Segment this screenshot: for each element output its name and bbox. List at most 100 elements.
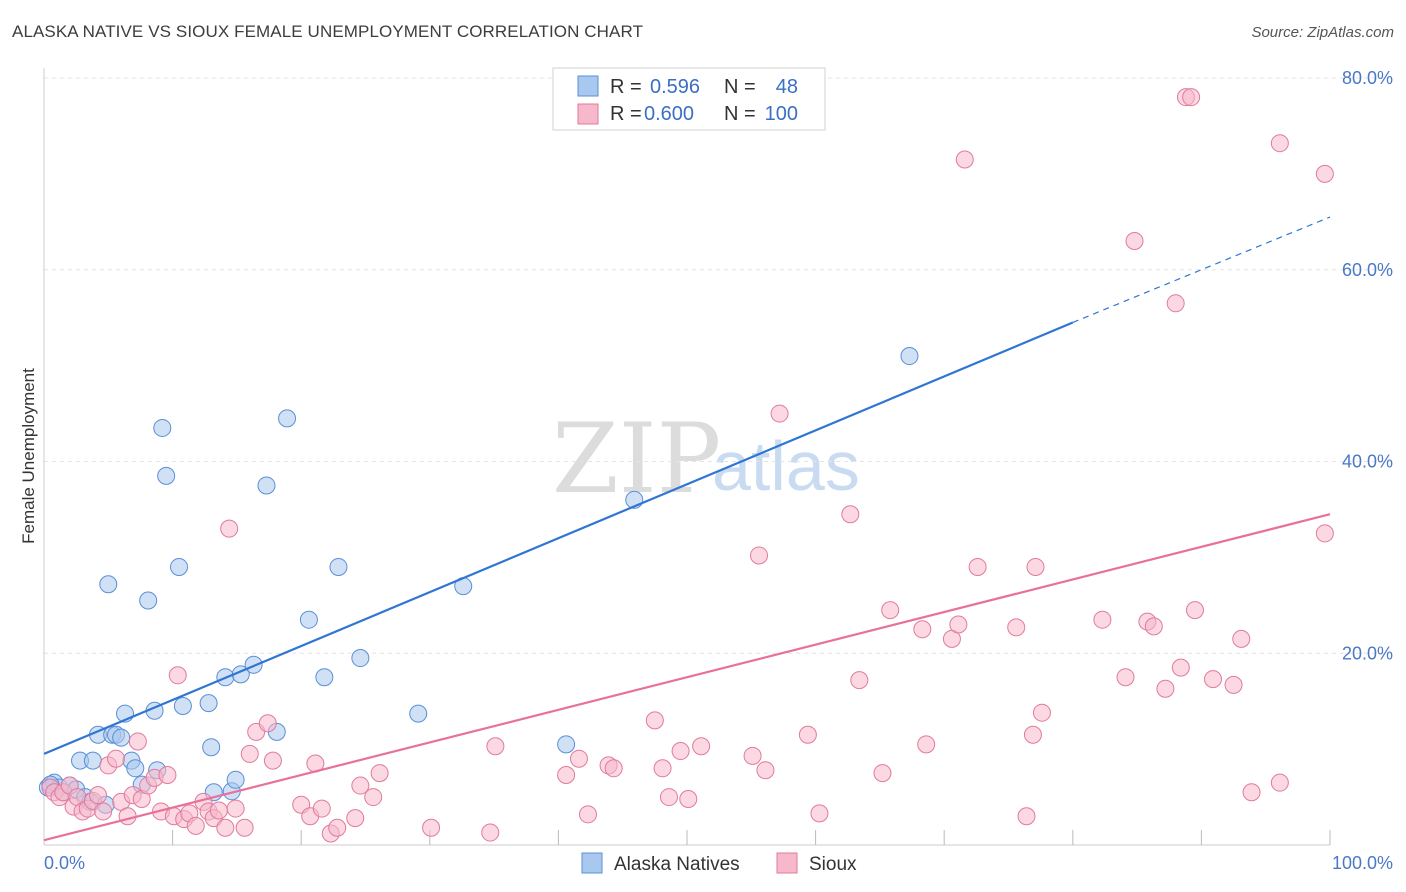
watermark-atlas: atlas: [712, 427, 860, 505]
sioux-point: [486, 737, 505, 756]
sioux-point: [235, 818, 254, 837]
alaska-native-point: [153, 418, 172, 437]
legend-r-value: 0.600: [644, 103, 694, 125]
legend-n-label: N =: [724, 76, 756, 98]
alaska-native-point: [126, 759, 145, 778]
alaska-native-point: [173, 696, 192, 715]
sioux-point: [578, 805, 597, 824]
legend-swatch-alaska-natives: [581, 852, 603, 874]
sioux-point: [128, 732, 147, 751]
alaska-native-point: [202, 738, 221, 757]
sioux-point: [351, 776, 370, 795]
y-tick-label: 80.0%: [1342, 68, 1393, 88]
sioux-point: [1270, 134, 1289, 153]
legend-swatch-sioux: [577, 103, 599, 125]
sioux-point: [118, 807, 137, 826]
legend-label-alaska-natives: Alaska Natives: [614, 854, 740, 875]
series-legend: Alaska Natives Sioux: [581, 852, 857, 875]
sioux-point: [873, 764, 892, 783]
sioux-point: [1224, 675, 1243, 694]
alaska-natives-trend-line: [43, 321, 1074, 755]
alaska-native-point: [351, 649, 370, 668]
sioux-point: [810, 804, 829, 823]
sioux-point: [569, 749, 588, 768]
sioux-point: [89, 786, 108, 805]
sioux-point: [1032, 703, 1051, 722]
sioux-point: [158, 766, 177, 785]
sioux-point: [913, 620, 932, 639]
sioux-point: [1242, 783, 1261, 802]
sioux-point: [850, 671, 869, 690]
sioux-point: [659, 788, 678, 807]
sioux-point: [798, 725, 817, 744]
sioux-point: [422, 818, 441, 837]
x-tick-label: 0.0%: [44, 853, 85, 873]
sioux-point: [1007, 618, 1026, 637]
sioux-trend-line: [43, 513, 1331, 842]
correlation-legend: R = 0.596 N = 48 R = 0.600 N = 100: [552, 67, 826, 131]
sioux-point: [1166, 294, 1185, 313]
sioux-point: [186, 816, 205, 835]
sioux-point: [1182, 88, 1201, 107]
sioux-point: [94, 802, 113, 821]
alaska-native-point: [112, 728, 131, 747]
y-axis-title: Female Unemployment: [19, 368, 38, 544]
sioux-point: [1270, 773, 1289, 792]
chart-title: ALASKA NATIVE VS SIOUX FEMALE UNEMPLOYME…: [12, 22, 644, 41]
sioux-point: [1315, 524, 1334, 543]
alaska-native-point: [329, 557, 348, 576]
alaska-native-point: [409, 704, 428, 723]
sioux-point: [481, 823, 500, 842]
sioux-point: [557, 766, 576, 785]
sioux-point: [1232, 629, 1251, 648]
y-tick-label: 40.0%: [1342, 452, 1393, 472]
legend-r-value: 0.596: [650, 76, 700, 98]
sioux-point: [1171, 658, 1190, 677]
sioux-point: [1125, 231, 1144, 250]
y-tick-label: 60.0%: [1342, 260, 1393, 280]
sioux-point: [312, 799, 331, 818]
sioux-point: [949, 615, 968, 634]
sioux-point: [370, 764, 389, 783]
sioux-point: [1023, 725, 1042, 744]
alaska-native-point: [257, 476, 276, 495]
gridlines: [44, 77, 1392, 654]
sioux-point: [645, 711, 664, 730]
sioux-point: [881, 601, 900, 620]
sioux-point: [604, 759, 623, 778]
legend-swatch-alaska: [577, 75, 599, 97]
sioux-point: [671, 742, 690, 761]
sioux-point: [841, 505, 860, 524]
sioux-point: [216, 818, 235, 837]
sioux-point: [364, 788, 383, 807]
legend-r-label: R =: [610, 76, 642, 98]
alaska-native-point: [99, 575, 118, 594]
sioux-point: [1315, 164, 1334, 183]
sioux-point: [1026, 557, 1045, 576]
sioux-point: [917, 735, 936, 754]
sioux-point: [240, 744, 259, 763]
legend-swatch-sioux: [776, 852, 798, 874]
alaska-native-point: [244, 655, 263, 674]
watermark: ZIP atlas: [552, 403, 860, 515]
legend-r-label: R =: [610, 103, 642, 125]
sioux-point: [1017, 807, 1036, 826]
sioux-point: [679, 789, 698, 808]
sioux-point: [1093, 610, 1112, 629]
sioux-point: [209, 801, 228, 820]
alaska-native-point: [83, 751, 102, 770]
source-label: Source: ZipAtlas.com: [1251, 24, 1394, 41]
alaska-native-point: [557, 735, 576, 754]
sioux-point: [770, 404, 789, 423]
sioux-point: [220, 519, 239, 538]
sioux-point: [168, 666, 187, 685]
alaska-native-point: [299, 610, 318, 629]
alaska-natives-trend-extension: [1072, 216, 1331, 324]
sioux-point: [1156, 679, 1175, 698]
sioux-point: [1185, 601, 1204, 620]
sioux-point: [955, 150, 974, 169]
sioux-point: [692, 737, 711, 756]
sioux-point: [1144, 617, 1163, 636]
axes: [43, 68, 1331, 846]
